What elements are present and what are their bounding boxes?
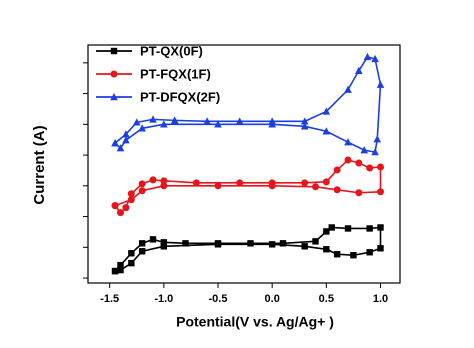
marker	[116, 144, 125, 152]
marker	[363, 52, 372, 61]
marker	[366, 164, 374, 172]
marker	[360, 146, 369, 154]
marker	[366, 225, 373, 232]
series-line	[114, 56, 382, 153]
marker	[203, 117, 211, 125]
marker	[344, 85, 352, 93]
marker	[235, 117, 244, 125]
marker	[214, 120, 222, 128]
marker	[300, 122, 309, 130]
marker	[300, 117, 309, 125]
marker	[377, 245, 384, 252]
marker	[149, 236, 157, 243]
legend-marker	[110, 70, 118, 78]
marker	[117, 261, 124, 269]
marker	[160, 239, 168, 246]
marker	[344, 138, 352, 146]
marker	[132, 118, 141, 126]
marker	[122, 204, 130, 212]
marker	[377, 163, 384, 171]
legend-label: PT-DFQX(2F)	[140, 89, 220, 104]
marker	[117, 266, 124, 274]
marker	[111, 267, 119, 275]
marker	[333, 251, 341, 258]
legend-marker	[110, 93, 118, 101]
x-tick-label: -1.0	[154, 293, 173, 305]
marker	[138, 124, 146, 132]
marker	[127, 196, 135, 204]
marker	[333, 186, 341, 194]
marker	[128, 259, 135, 267]
marker	[322, 107, 331, 115]
marker	[236, 179, 244, 187]
marker	[214, 241, 222, 248]
x-tick-label: -1.5	[100, 293, 119, 305]
series-line	[114, 226, 382, 272]
marker	[333, 166, 341, 174]
plot-frame	[87, 44, 401, 284]
marker	[138, 180, 146, 188]
marker	[160, 182, 168, 190]
marker	[350, 252, 357, 259]
marker	[268, 241, 276, 248]
series-line	[114, 159, 382, 214]
marker	[149, 176, 157, 184]
marker	[344, 225, 352, 232]
marker	[268, 120, 276, 128]
marker	[371, 54, 379, 63]
marker	[322, 127, 331, 135]
marker	[138, 187, 146, 195]
x-tick-label: 0.0	[265, 293, 280, 305]
marker	[312, 238, 319, 245]
marker	[138, 240, 146, 247]
x-tick-label: -0.5	[209, 293, 228, 305]
marker	[377, 188, 384, 196]
x-tick-label: 0.5	[319, 293, 334, 305]
marker	[301, 243, 308, 250]
marker	[323, 246, 330, 253]
marker	[268, 182, 276, 190]
legend-label: PT-QX(0F)	[140, 43, 203, 58]
y-axis-label: Current (A)	[31, 125, 48, 204]
marker	[301, 179, 309, 187]
marker	[355, 159, 363, 167]
marker	[127, 190, 135, 198]
marker	[328, 224, 335, 231]
marker	[111, 202, 119, 210]
legend-label: PT-FQX(1F)	[140, 66, 211, 81]
marker	[373, 135, 382, 143]
marker	[322, 178, 330, 186]
marker	[344, 156, 352, 164]
marker	[160, 120, 168, 128]
x-axis-label: Potential(V vs. Ag/Ag+ )	[176, 314, 334, 330]
marker	[376, 80, 385, 88]
marker	[122, 130, 130, 138]
marker	[138, 248, 146, 255]
marker	[117, 209, 124, 217]
marker	[279, 240, 287, 247]
marker	[355, 189, 363, 197]
marker	[122, 136, 130, 144]
marker	[355, 66, 363, 74]
marker	[170, 116, 179, 124]
legend-marker	[110, 47, 118, 55]
marker	[192, 179, 200, 187]
marker	[149, 115, 157, 123]
marker	[377, 224, 384, 231]
marker	[312, 183, 319, 191]
marker	[111, 139, 119, 147]
x-tick-label: 1.0	[373, 293, 388, 305]
marker	[247, 240, 254, 247]
marker	[366, 249, 373, 256]
marker	[323, 228, 330, 235]
marker	[160, 243, 168, 250]
marker	[214, 182, 222, 190]
marker	[182, 240, 189, 247]
marker	[128, 250, 135, 257]
marker	[371, 148, 379, 156]
marker	[160, 177, 168, 185]
